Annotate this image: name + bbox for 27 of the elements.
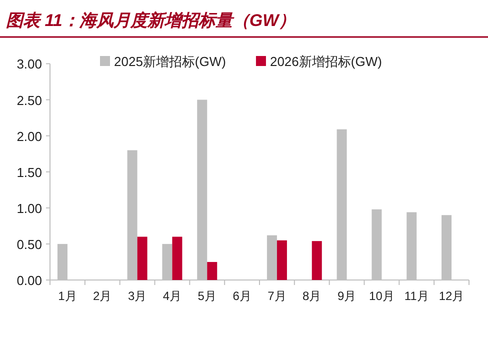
bar [137,236,148,280]
title: 图表 11：海风月度新增招标量（GW） [6,11,296,30]
y-tick-label: 1.00 [16,200,42,216]
y-tick-label: 1.50 [16,164,42,180]
x-tick-label: 10月 [369,289,394,303]
legend-label: 2026新增招标(GW) [270,54,382,69]
x-tick-label: 2月 [93,289,112,303]
x-tick-label: 11月 [404,289,429,303]
y-tick-label: 0.00 [16,273,42,288]
x-tick-label: 4月 [162,289,182,303]
y-tick-label: 0.50 [16,236,42,252]
y-tick-label: 3.00 [16,56,42,72]
x-tick-label: 7月 [268,289,286,303]
y-tick-label: 2.00 [16,128,42,144]
x-tick-label: 12月 [438,289,464,303]
x-tick-label: 6月 [232,289,252,303]
x-tick-label: 1月 [58,289,77,303]
y-tick-label: 2.50 [16,92,42,108]
x-tick-label: 8月 [302,289,322,303]
x-tick-label: 3月 [128,289,147,303]
x-tick-label: 5月 [198,289,216,303]
bar [172,236,182,280]
bar [276,240,287,280]
bar [207,262,218,280]
x-tick-label: 9月 [337,289,356,303]
legend-label: 2025新增招标(GW) [114,54,226,69]
bar [312,241,322,280]
